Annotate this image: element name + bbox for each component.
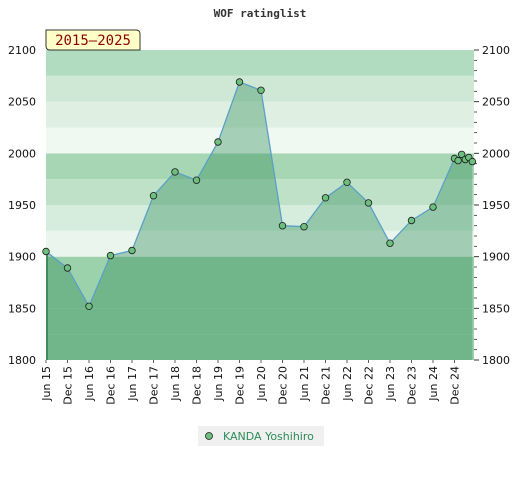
y-tick-label-left: 1850 [8, 302, 36, 315]
x-tick-label: Jun 23 [384, 366, 397, 402]
y-tick-label-right: 1850 [482, 302, 510, 315]
background-band [46, 179, 474, 205]
data-point [454, 156, 462, 165]
data-point [386, 239, 394, 247]
data-point [171, 168, 179, 176]
x-tick-label: Dec 24 [449, 366, 462, 405]
background-band [46, 230, 474, 257]
x-tick-label: Jun 21 [298, 366, 311, 402]
data-point [407, 216, 416, 225]
y-tick-label-left: 1950 [8, 199, 36, 212]
period-badge-text: 2015–2025 [55, 33, 131, 49]
y-tick-label-right: 1900 [482, 251, 510, 264]
background-band [46, 153, 474, 180]
data-point [300, 222, 308, 231]
y-tick-label-right: 2000 [482, 147, 510, 160]
background-band [46, 101, 474, 128]
area-layer [46, 82, 473, 360]
legend-label: KANDA Yoshihiro [223, 430, 314, 443]
x-tick-label: Dec 15 [62, 366, 75, 405]
background-band [46, 127, 474, 154]
x-tick-label: Dec 20 [277, 366, 290, 405]
data-point [257, 86, 265, 94]
x-tick-label: Jun 22 [341, 366, 354, 402]
y-tick-label-left: 2100 [8, 44, 36, 57]
x-tick-label: Dec 22 [363, 366, 376, 405]
data-point [278, 221, 287, 230]
background-band [46, 50, 474, 76]
marker-layer [42, 78, 477, 310]
data-point [343, 178, 351, 186]
data-point [364, 199, 373, 207]
axes-layer: 1800 1800 1850 1850 1900 1900 1950 1950 2000 2000… [8, 44, 510, 405]
legend: KANDA Yoshihiro [198, 426, 324, 446]
y-tick-label-right: 2050 [482, 96, 510, 109]
background-band [46, 334, 474, 360]
data-point [106, 251, 115, 260]
data-point [85, 302, 93, 310]
x-tick-label: Jun 16 [83, 366, 96, 402]
data-point [458, 150, 466, 159]
rating-area [46, 82, 473, 360]
x-tick-label: Dec 21 [320, 366, 333, 405]
x-tick-label: Jun 19 [212, 366, 225, 402]
data-point [468, 157, 477, 166]
background-band [46, 256, 474, 283]
data-point [321, 194, 330, 202]
y-tick-label-right: 1800 [482, 354, 510, 367]
y-tick-label-left: 2050 [8, 96, 36, 109]
background-bands [46, 50, 474, 360]
legend-marker [205, 432, 213, 440]
x-tick-label: Jun 17 [126, 366, 139, 402]
x-tick-label: Jun 24 [427, 366, 440, 402]
y-tick-label-left: 1800 [8, 354, 36, 367]
data-point [42, 247, 50, 256]
data-point [235, 78, 244, 86]
data-point [429, 203, 437, 211]
y-tick-label-right: 1950 [482, 199, 510, 212]
x-tick-label: Dec 17 [148, 366, 161, 405]
x-tick-label: Dec 16 [105, 366, 118, 405]
x-tick-label: Jun 20 [255, 366, 268, 402]
y-tick-label-left: 2000 [8, 147, 36, 160]
data-point [149, 191, 158, 200]
background-band [46, 205, 474, 231]
background-band [46, 308, 474, 335]
x-tick-label: Dec 18 [191, 366, 204, 405]
data-point [63, 264, 72, 272]
chart-title: WOF ratinglist [214, 7, 307, 20]
x-tick-label: Dec 23 [406, 366, 419, 405]
y-tick-label-left: 1900 [8, 251, 36, 264]
y-tick-label-right: 2100 [482, 44, 510, 57]
x-tick-label: Jun 15 [40, 366, 53, 402]
x-tick-label: Jun 18 [169, 366, 182, 402]
background-band [46, 282, 474, 309]
data-point [214, 138, 222, 146]
data-point [128, 246, 136, 255]
period-badge: 2015–2025 [45, 29, 141, 51]
data-point [192, 176, 201, 184]
x-tick-label: Dec 19 [234, 366, 247, 405]
